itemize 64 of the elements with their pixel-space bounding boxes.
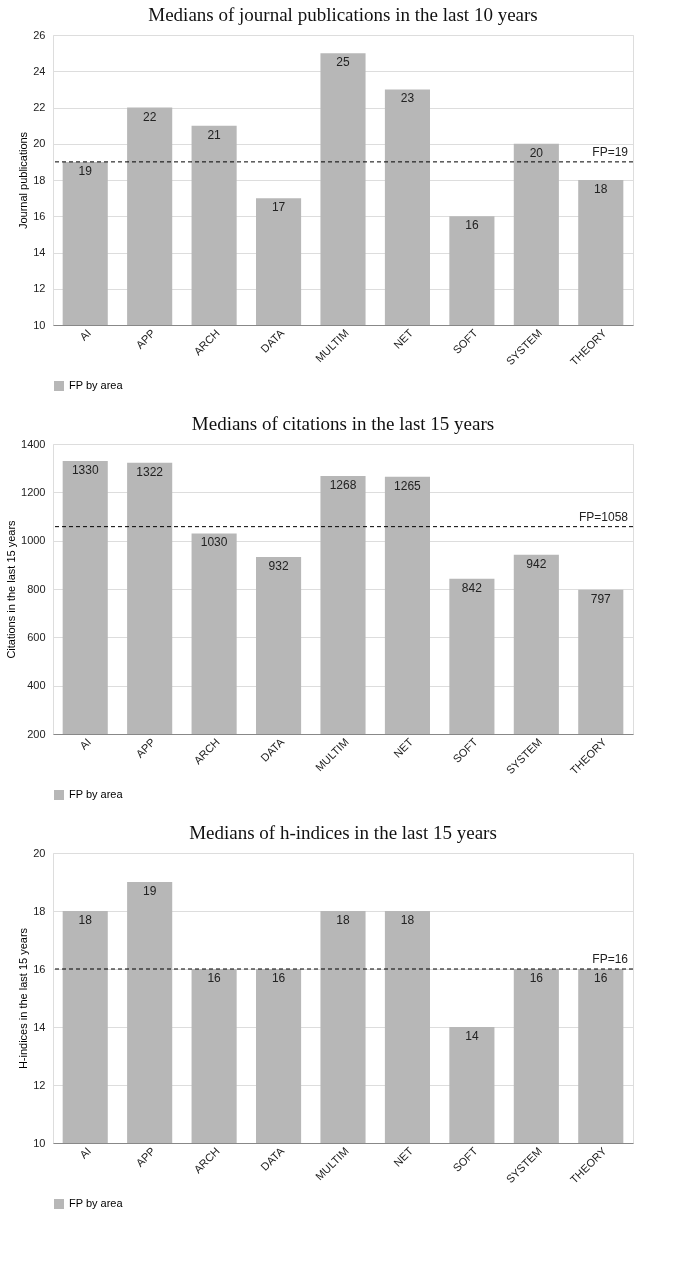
chart-title: Medians of journal publications in the last 10 years (148, 4, 538, 25)
x-tick-label: AI (77, 326, 93, 343)
ref-line-label: FP=1058 (578, 509, 629, 524)
data-label: 20 (529, 145, 544, 160)
data-label: 18 (594, 182, 608, 196)
y-tick-label: 12 (33, 1078, 46, 1091)
data-label: 22 (142, 109, 157, 124)
chart-title: Medians of citations in the last 15 years (191, 413, 495, 434)
y-tick-label: 18 (33, 173, 46, 186)
data-label: 797 (590, 591, 612, 606)
data-label: 1265 (394, 478, 422, 493)
y-tick-label: 1000 (21, 534, 46, 547)
y-axis-title: Journal publications (17, 131, 30, 230)
y-tick-label: 26 (33, 28, 46, 41)
x-tick-label: AI (77, 1144, 93, 1161)
data-label: 932 (268, 559, 289, 574)
ref-line-label: FP=19 (592, 144, 629, 159)
data-label: 1268 (329, 477, 357, 492)
legend-label: FP by area (69, 788, 124, 800)
data-label: 1030 (200, 535, 228, 550)
y-tick-label: 16 (33, 962, 46, 975)
ref-line-label: FP=16 (592, 952, 629, 966)
data-label: 842 (461, 580, 483, 595)
data-label: 19 (78, 163, 93, 178)
y-tick-label: 400 (27, 679, 46, 692)
y-axis-title: Citations in the last 15 years (5, 519, 18, 659)
y-tick-label: 14 (33, 1020, 46, 1033)
data-label: 19 (142, 884, 157, 898)
y-tick-label: 16 (33, 209, 46, 222)
y-axis-title: H-indices in the last 15 years (17, 927, 30, 1070)
y-tick-label: 22 (33, 101, 46, 113)
legend-label: FP by area (69, 1197, 124, 1209)
data-label: 1330 (71, 462, 99, 477)
chart-title: Medians of h-indices in the last 15 years (189, 822, 497, 843)
y-tick-label: 600 (27, 630, 46, 643)
y-tick-label: 1400 (21, 437, 46, 450)
data-label: 14 (465, 1029, 479, 1043)
data-label: 1322 (136, 464, 164, 479)
y-tick-label: 24 (33, 64, 46, 77)
data-label: 18 (78, 913, 93, 927)
y-tick-label: 20 (33, 846, 46, 859)
x-tick-label: AI (77, 735, 93, 752)
data-label: 23 (400, 91, 415, 106)
data-label: 16 (465, 218, 479, 233)
data-label: 16 (207, 971, 222, 985)
data-label: 21 (207, 127, 222, 142)
data-label: 16 (271, 971, 286, 985)
y-tick-label: 10 (33, 1136, 46, 1149)
data-label: 16 (529, 971, 544, 985)
y-tick-label: 1200 (21, 485, 46, 498)
y-tick-label: 14 (33, 246, 46, 258)
data-label: 18 (336, 913, 350, 927)
y-tick-label: 800 (27, 582, 46, 595)
y-tick-label: 12 (33, 282, 46, 295)
data-label: 18 (400, 913, 415, 927)
y-tick-label: 20 (33, 137, 46, 150)
data-label: 942 (526, 556, 547, 571)
y-tick-label: 200 (27, 727, 46, 740)
legend-label: FP by area (69, 379, 124, 391)
y-tick-label: 10 (33, 318, 46, 331)
data-label: 16 (594, 971, 608, 985)
data-label: 17 (271, 200, 286, 215)
data-label: 25 (336, 55, 350, 70)
y-tick-label: 18 (33, 904, 46, 917)
